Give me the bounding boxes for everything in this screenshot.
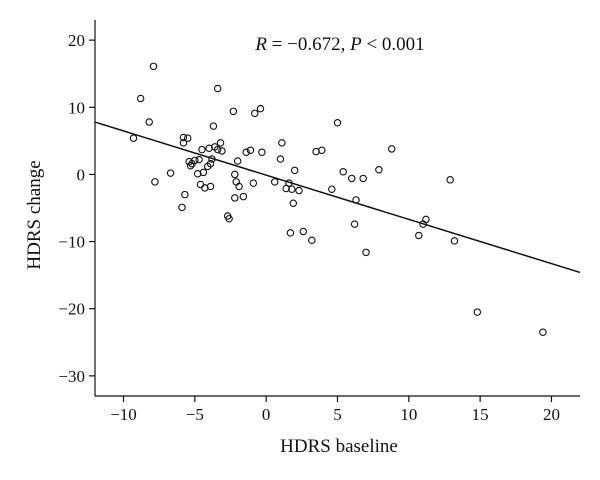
data-point xyxy=(166,169,175,177)
data-point xyxy=(333,118,342,127)
data-point xyxy=(242,148,250,157)
y-tick-label: 10 xyxy=(68,98,85,117)
data-point xyxy=(232,178,240,186)
data-point xyxy=(256,104,265,113)
data-point xyxy=(285,179,293,187)
data-point xyxy=(299,227,308,236)
data-point xyxy=(179,133,188,142)
data-point xyxy=(387,145,396,153)
data-point xyxy=(278,139,286,147)
data-point xyxy=(290,166,299,175)
regression-line xyxy=(94,121,581,274)
data-point xyxy=(183,134,192,142)
data-point xyxy=(270,178,279,186)
x-tick-label: −10 xyxy=(110,405,137,424)
y-tick-label: −30 xyxy=(58,367,85,386)
y-tick-label: −10 xyxy=(58,233,85,252)
data-point xyxy=(209,122,218,130)
data-point xyxy=(195,155,203,164)
data-point xyxy=(375,165,383,174)
data-point xyxy=(286,229,295,237)
data-point xyxy=(318,146,326,155)
data-point xyxy=(151,178,159,186)
x-tick-label: −5 xyxy=(186,405,204,424)
y-tick-label: 20 xyxy=(68,31,85,50)
data-point xyxy=(181,190,189,199)
data-point xyxy=(539,328,547,336)
data-point xyxy=(328,185,336,193)
data-point xyxy=(225,214,233,223)
correlation-annotation: R = −0.672, P < 0.001 xyxy=(254,34,424,55)
axes: −10 −5 0 5 10 15 20 20 10 0 −10 −20 −30 xyxy=(58,20,580,424)
data-point xyxy=(231,194,239,202)
data-point xyxy=(295,186,303,195)
r-label: R xyxy=(254,34,267,55)
x-tick-label: 0 xyxy=(262,405,271,424)
data-point xyxy=(288,185,296,193)
data-point xyxy=(422,215,430,224)
data-point xyxy=(362,248,370,257)
data-point xyxy=(246,146,255,155)
data-point xyxy=(239,192,248,201)
data-point xyxy=(235,182,243,191)
data-point xyxy=(136,94,145,103)
data-point xyxy=(249,179,258,187)
r-text: = −0.672, xyxy=(267,34,350,55)
fit-line-layer xyxy=(94,121,581,274)
data-point xyxy=(348,174,356,183)
data-point xyxy=(206,159,215,168)
x-tick-label: 20 xyxy=(543,405,560,424)
data-point xyxy=(213,145,222,154)
data-point xyxy=(213,84,222,93)
data-point xyxy=(450,237,459,245)
data-point xyxy=(289,199,298,208)
data-point xyxy=(446,176,454,184)
data-point xyxy=(208,155,216,163)
data-point xyxy=(179,139,188,147)
data-point xyxy=(196,180,205,189)
p-label: P xyxy=(349,34,362,55)
y-axis-title: HDRS change xyxy=(24,160,45,269)
data-point xyxy=(359,174,367,183)
data-points xyxy=(129,62,547,336)
data-point xyxy=(129,134,138,142)
x-tick-label: 15 xyxy=(472,405,489,424)
data-point xyxy=(473,308,482,316)
data-point xyxy=(352,196,360,204)
x-tick-label: 5 xyxy=(333,405,342,424)
x-axis-title: HDRS baseline xyxy=(280,436,398,457)
data-point xyxy=(258,148,266,157)
data-point xyxy=(339,167,347,176)
data-point xyxy=(350,220,359,228)
data-point xyxy=(199,168,208,177)
data-point xyxy=(218,147,226,155)
data-point xyxy=(231,170,239,179)
data-point xyxy=(149,62,158,71)
y-tick-label: −20 xyxy=(58,300,85,319)
data-point xyxy=(415,231,423,240)
data-point xyxy=(191,156,199,165)
p-text: < 0.001 xyxy=(362,34,425,55)
y-tick-label: 0 xyxy=(77,165,86,184)
data-point xyxy=(198,145,206,154)
x-tick-label: 10 xyxy=(400,405,417,424)
data-point xyxy=(308,236,316,244)
data-point xyxy=(145,118,153,126)
data-point xyxy=(216,139,225,147)
data-point xyxy=(186,161,195,170)
data-point xyxy=(178,203,186,212)
data-point xyxy=(233,157,242,165)
data-point xyxy=(276,155,285,163)
data-point xyxy=(229,107,238,116)
data-point xyxy=(251,109,259,118)
data-point xyxy=(206,182,215,191)
